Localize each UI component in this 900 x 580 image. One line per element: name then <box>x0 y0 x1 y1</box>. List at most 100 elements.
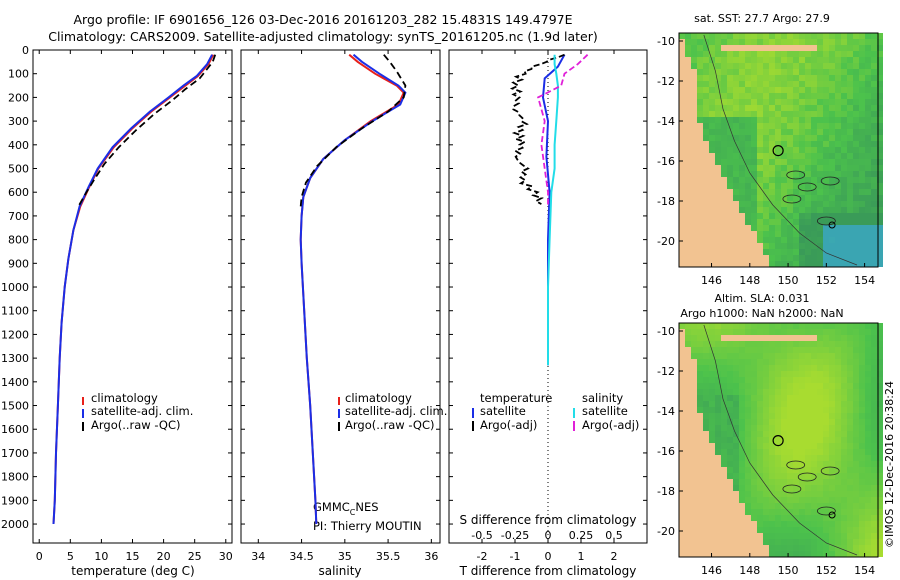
map-cell <box>811 75 817 81</box>
map-cell <box>757 473 763 479</box>
map-cell <box>769 479 775 485</box>
map-cell <box>793 515 799 521</box>
diff-xlabel: T difference from climatology <box>459 564 637 578</box>
map-cell <box>709 249 715 255</box>
map-cell <box>799 335 805 341</box>
map-cell <box>871 93 877 99</box>
map-cell <box>853 503 859 509</box>
reef-outline <box>786 460 806 470</box>
map-cell <box>859 323 865 329</box>
map-cell <box>859 341 865 347</box>
map-cell <box>727 255 733 261</box>
y-tick-label: 1000 <box>1 281 29 294</box>
map-cell <box>793 467 799 473</box>
map-cell <box>715 201 721 207</box>
map-cell <box>751 509 757 515</box>
map-cell <box>757 335 763 341</box>
map-cell <box>829 455 835 461</box>
map-cell <box>715 413 721 419</box>
legend-header: salinity <box>582 391 623 405</box>
map-cell <box>793 371 799 377</box>
map-cell <box>679 225 685 231</box>
map-cell <box>877 255 883 261</box>
map-cell <box>847 237 853 243</box>
map-cell <box>769 159 775 165</box>
map-cell <box>697 539 703 545</box>
map-cell <box>679 431 685 437</box>
map-cell <box>823 359 829 365</box>
map-cell <box>739 497 745 503</box>
map-cell <box>823 437 829 443</box>
x-tick-label: 150 <box>778 564 799 577</box>
map-cell <box>703 371 709 377</box>
map-cell <box>817 63 823 69</box>
map-cell <box>853 255 859 261</box>
map-cell <box>829 341 835 347</box>
map-cell <box>853 183 859 189</box>
x2-tick-label: 0.25 <box>569 529 594 542</box>
map-cell <box>877 177 883 183</box>
map-cell <box>817 371 823 377</box>
map-cell <box>853 219 859 225</box>
map-cell <box>847 527 853 533</box>
map-cell <box>757 129 763 135</box>
map-cell <box>751 371 757 377</box>
map-cell <box>691 551 697 557</box>
map-cell <box>859 449 865 455</box>
map-cell <box>877 231 883 237</box>
map-cell <box>721 45 727 51</box>
map-cell <box>727 75 733 81</box>
map-cell <box>841 485 847 491</box>
map-cell <box>829 533 835 539</box>
map-cell <box>703 237 709 243</box>
map-cell <box>763 45 769 51</box>
map-cell <box>793 135 799 141</box>
map-cell <box>703 551 709 557</box>
map-cell <box>823 443 829 449</box>
map-cell <box>829 105 835 111</box>
map-cell <box>745 117 751 123</box>
map-cell <box>877 329 883 335</box>
map-cell <box>859 69 865 75</box>
map-cell <box>829 93 835 99</box>
map-cell <box>835 57 841 63</box>
map-cell <box>685 545 691 551</box>
map-cell <box>691 195 697 201</box>
map-cell <box>769 383 775 389</box>
map-cell <box>775 407 781 413</box>
map-cell <box>829 243 835 249</box>
map-cell <box>733 69 739 75</box>
map-cell <box>817 443 823 449</box>
map-cell <box>799 431 805 437</box>
map-cell <box>811 515 817 521</box>
map-cell <box>745 63 751 69</box>
map-cell <box>775 201 781 207</box>
map-cell <box>763 419 769 425</box>
map-cell <box>835 329 841 335</box>
map-cell <box>793 383 799 389</box>
map-cell <box>871 39 877 45</box>
map-cell <box>691 323 697 329</box>
map-cell <box>691 341 697 347</box>
map-cell <box>853 69 859 75</box>
map-cell <box>793 341 799 347</box>
map-cell <box>733 87 739 93</box>
map-cell <box>745 165 751 171</box>
map-cell <box>709 503 715 509</box>
map-cell <box>871 69 877 75</box>
map-cell <box>679 111 685 117</box>
map-cell <box>757 87 763 93</box>
map-cell <box>877 353 883 359</box>
map-cell <box>733 57 739 63</box>
map-cell <box>685 231 691 237</box>
map-cell <box>757 359 763 365</box>
map-cell <box>781 147 787 153</box>
map-cell <box>679 237 685 243</box>
map-cell <box>733 261 739 267</box>
map-cell <box>787 323 793 329</box>
map-cell <box>859 347 865 353</box>
map-cell <box>751 195 757 201</box>
map-cell <box>793 437 799 443</box>
map-cell <box>787 33 793 39</box>
map-cell <box>805 195 811 201</box>
